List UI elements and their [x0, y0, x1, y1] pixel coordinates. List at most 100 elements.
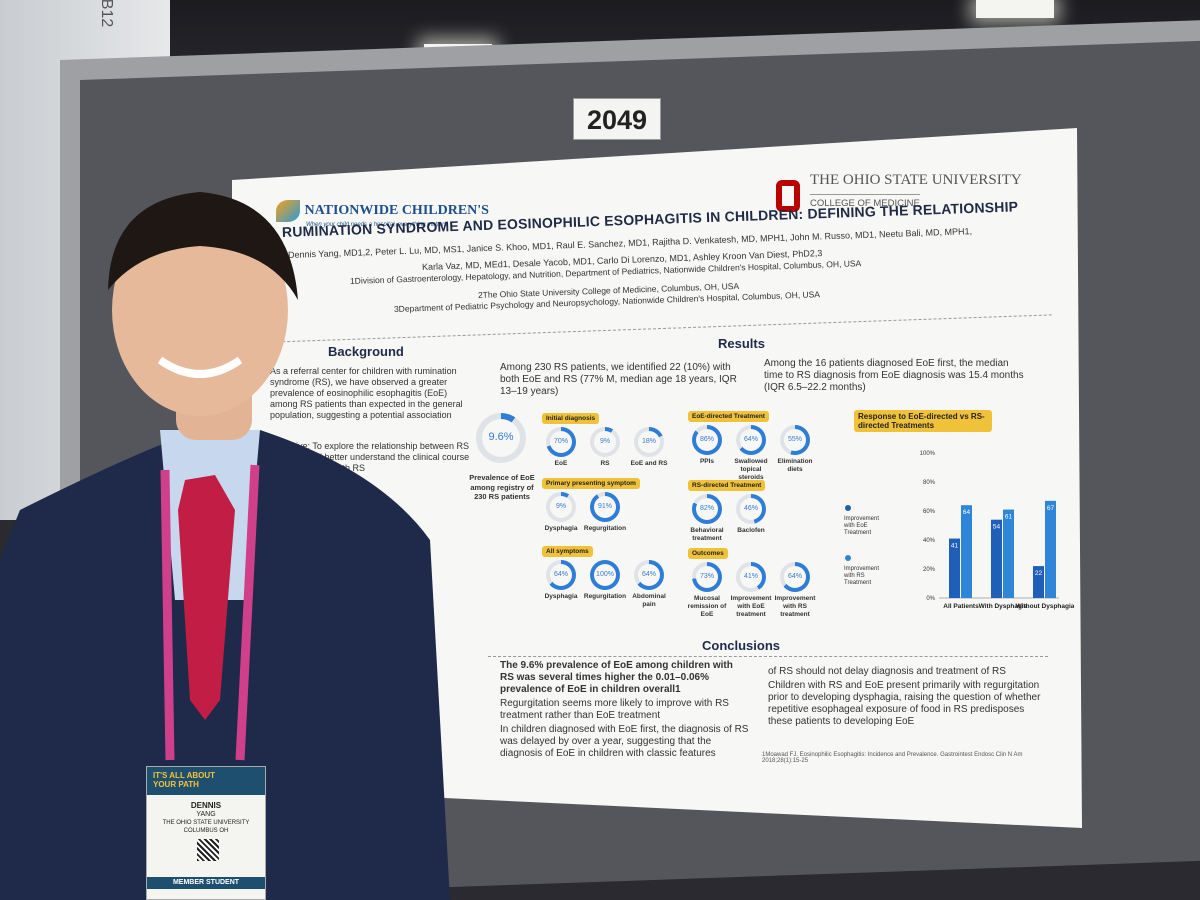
y-tick-label: 60% [923, 509, 936, 515]
group-label: Primary presenting symptom [542, 478, 640, 489]
group-label: EoE-directed Treatment [688, 411, 769, 422]
presenter [0, 192, 450, 900]
bar [1033, 566, 1044, 598]
osu-name: THE OHIO STATE UNIVERSITY [810, 172, 1022, 188]
bar [949, 538, 960, 598]
stat-donut: 18% [634, 427, 664, 457]
results-bullet-1: Among 230 RS patients, we identified 22 … [500, 362, 737, 397]
badge-first-name: DENNIS [190, 801, 222, 810]
conclusion-3: In children diagnosed with EoE first, th… [500, 724, 749, 759]
legend-marker [845, 505, 851, 511]
stat-caption: Improvement with EoE treatment [730, 595, 772, 618]
stat-donut: 64% [736, 425, 766, 455]
x-tick-label: Without Dysphagia [1016, 603, 1074, 610]
legend-marker [845, 555, 851, 561]
prevalence-value: 9.6% [488, 431, 514, 443]
conclusion-5: Children with RS and EoE present primari… [768, 680, 1041, 727]
chart-title: Response to EoE-directed vs RS-directed … [854, 410, 992, 432]
legend-label: with RS [844, 573, 865, 579]
legend-label: Treatment [844, 530, 871, 536]
stat-caption: Regurgitation [583, 525, 627, 532]
conclusion-4: of RS should not delay diagnosis and tre… [768, 666, 1006, 677]
bar-value-label: 22 [1035, 570, 1043, 577]
stat-value: 9% [599, 438, 611, 445]
stat-caption: Dysphagia [544, 525, 578, 532]
stat-donut: 55% [780, 425, 810, 455]
stat-caption: Swallowed topical steroids [734, 458, 768, 481]
legend-label: Treatment [844, 580, 871, 586]
name-badge: IT'S ALL ABOUT YOUR PATH DENNIS YANG THE… [146, 766, 266, 900]
stat-donut: 64% [634, 560, 664, 590]
bar-chart: 0% 20% 40% 60% 80% 100% 41 64 All Patients 54 61 Wi… [844, 451, 1074, 610]
stat-donut: 9% [590, 427, 620, 457]
stat-value: 82% [699, 505, 714, 512]
stat-value: 41% [743, 573, 758, 580]
results-bullet-2: Among the 16 patients diagnosed EoE firs… [764, 358, 1024, 393]
bar-value-label: 54 [993, 524, 1001, 531]
stat-caption: Baclofen [737, 527, 765, 534]
stat-caption: EoE [554, 460, 568, 467]
conclusions-heading: Conclusions [702, 638, 781, 653]
stat-caption: Elimination diets [777, 458, 813, 473]
bar-value-label: 41 [951, 543, 959, 550]
ceiling-light [976, 0, 1054, 18]
divider [488, 656, 1048, 657]
stat-donut: 86% [692, 425, 722, 455]
bar-value-label: 64 [963, 509, 971, 516]
conclusion-2: Regurgitation seems more likely to impro… [500, 698, 729, 721]
y-tick-label: 0% [926, 596, 935, 602]
stat-value: 91% [597, 503, 612, 510]
background-heading: Background [328, 344, 404, 359]
stat-value: 64% [553, 571, 568, 578]
stat-donut: 73% [692, 562, 722, 592]
bar-value-label: 61 [1005, 514, 1013, 521]
y-tick-label: 20% [923, 567, 936, 573]
stat-caption: RS [600, 460, 610, 467]
qr-code-icon [197, 839, 219, 861]
legend-label: Improvement [844, 516, 879, 522]
stat-donut: 70% [546, 427, 576, 457]
stat-donut: 82% [692, 494, 722, 524]
prevalence-caption: Prevalence of EoE among registry of 230 … [469, 473, 535, 501]
stat-donut: 100% [590, 560, 620, 590]
stat-caption: PPIs [699, 458, 715, 465]
ceiling-sign: B12 [98, 0, 116, 28]
prevalence-donut: 9.6% [476, 413, 526, 463]
stat-caption: Mucosal remission of EoE [687, 595, 727, 618]
stat-value: 46% [743, 505, 758, 512]
stat-value: 86% [699, 436, 714, 443]
reference: 1Moawad FJ. Eosinophilic Esophagitis: In… [762, 752, 1023, 764]
results-heading: Results [718, 336, 765, 351]
group-label: Outcomes [688, 548, 728, 559]
stat-value: 100% [596, 571, 614, 578]
background-text: As a referral center for children with r… [270, 366, 463, 420]
stat-donut: 64% [780, 562, 810, 592]
y-tick-label: 100% [920, 451, 936, 457]
stat-caption: Improvement with RS treatment [774, 595, 816, 618]
osu-college: COLLEGE OF MEDICINE [810, 194, 920, 209]
stat-caption: Dysphagia [544, 593, 578, 600]
stat-value: 70% [553, 438, 568, 445]
y-tick-label: 80% [923, 480, 936, 486]
stat-donut: 41% [736, 562, 766, 592]
stat-value: 73% [699, 573, 714, 580]
group-label: RS-directed Treatment [688, 480, 766, 491]
stat-value: 64% [641, 571, 656, 578]
stat-donut: 91% [590, 492, 620, 522]
stat-donut: 46% [736, 494, 766, 524]
stat-value: 9% [555, 503, 567, 510]
bar-value-label: 67 [1047, 505, 1055, 512]
bar [961, 505, 972, 598]
stat-value: 18% [641, 438, 656, 445]
y-tick-label: 40% [923, 538, 936, 544]
badge-organization: THE OHIO STATE UNIVERSITY [162, 820, 250, 826]
x-tick-label: With Dysphagia [979, 603, 1028, 610]
stat-caption: Behavioral treatment [690, 527, 724, 542]
stat-donut: 64% [546, 560, 576, 590]
badge-city: COLUMBUS OH [183, 828, 229, 834]
stat-value: 55% [787, 436, 802, 443]
stat-caption: Regurgitation [583, 593, 627, 600]
badge-last-name: YANG [196, 811, 216, 818]
group-label: All symptoms [542, 546, 593, 557]
badge-banner: IT'S ALL ABOUT YOUR PATH [147, 767, 265, 795]
